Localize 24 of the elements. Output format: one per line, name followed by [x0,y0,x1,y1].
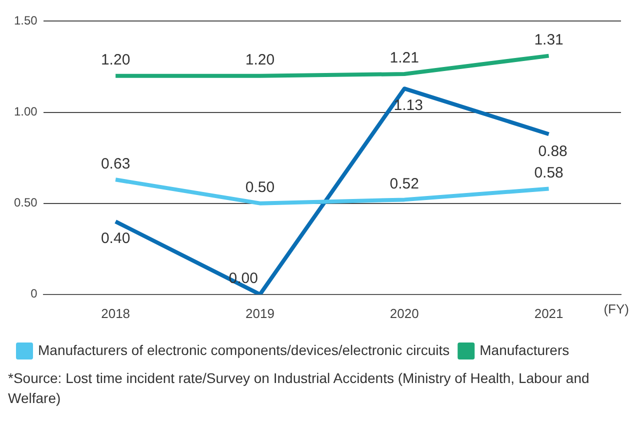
x-tick-label: 2020 [390,306,419,321]
data-label: 0.63 [100,155,130,172]
data-label: 0.58 [534,164,564,182]
legend-label: Manufacturers [480,342,570,358]
data-label: 0.52 [390,175,419,192]
y-tick-label: 1.50 [14,14,38,28]
y-tick-label: 0 [30,286,38,301]
y-tick-label: 1.00 [14,104,38,119]
x-axis-title: (FY) [604,301,629,316]
data-label: 1.20 [100,51,130,68]
data-label: 0.00 [228,270,258,288]
data-label: 0.88 [538,142,568,160]
data-label: 1.13 [394,97,423,114]
data-label: 1.21 [390,50,419,67]
y-tick-label: 0.50 [14,196,38,210]
text: *Source: Lost time incident rate/Survey on Industrial Accidents (Ministry of Health, Labour and Welfare) [8,369,590,408]
x-tick-label: 2021 [534,306,564,321]
legend-label: Manufacturers of electronic components/devices/electronic circuits [38,342,450,358]
data-label: 0.40 [100,230,130,248]
data-label: 0.50 [245,178,275,196]
data-label: 1.31 [534,31,564,48]
x-tick-label: 2018 [101,306,130,321]
data-label: 1.20 [245,51,275,68]
x-tick-label: 2019 [246,306,274,321]
